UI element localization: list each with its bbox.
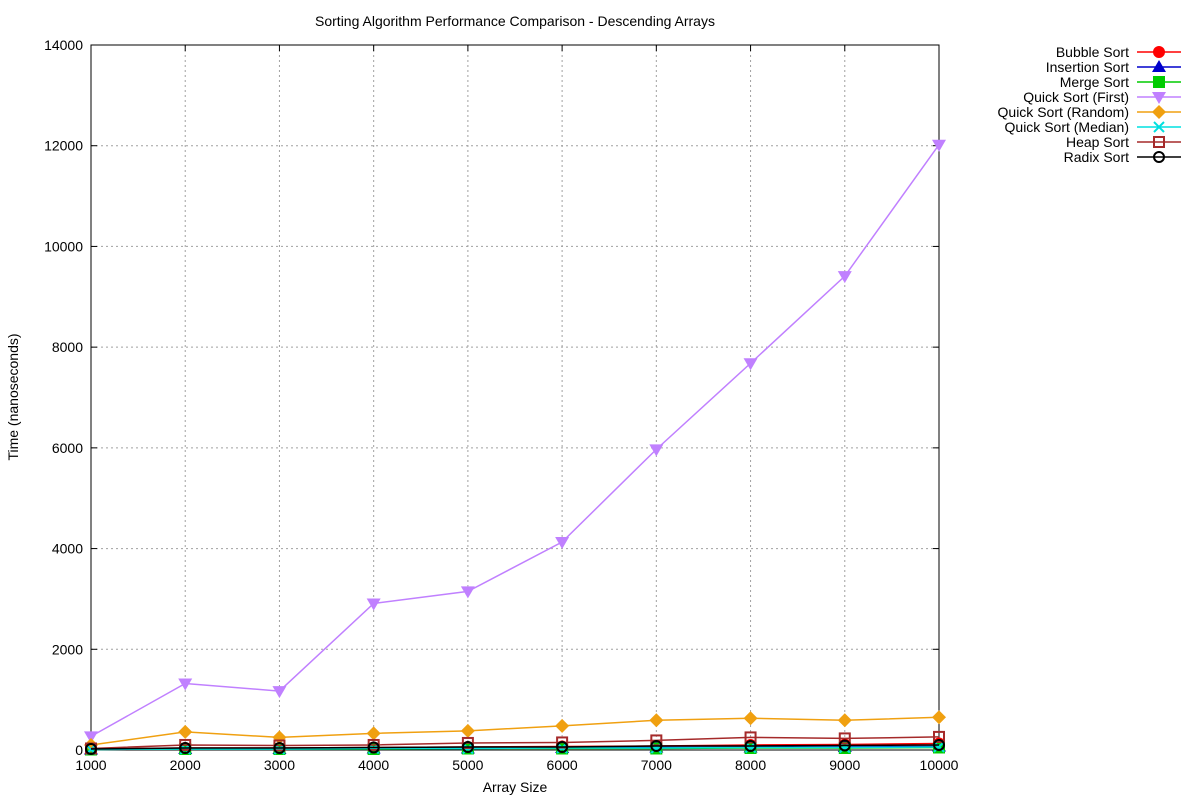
data-point: [272, 686, 287, 699]
x-tick-label: 2000: [170, 757, 201, 773]
legend-item-radix-sort: Radix Sort: [1064, 149, 1181, 165]
grid: [91, 45, 939, 750]
x-axis-title: Array Size: [483, 779, 548, 795]
data-point: [461, 740, 474, 753]
legend-item-bubble-sort: Bubble Sort: [1056, 44, 1181, 60]
x-tick-label: 8000: [735, 757, 766, 773]
data-point: [838, 732, 851, 745]
legend-label: Insertion Sort: [1046, 59, 1129, 75]
x-tick-label: 6000: [547, 757, 578, 773]
series-radix-sort: [85, 738, 945, 755]
legend-marker: [1152, 105, 1166, 119]
legend-marker: [1153, 151, 1165, 163]
data-point: [650, 739, 663, 752]
legend-marker: [1152, 60, 1166, 72]
legend-label: Heap Sort: [1066, 134, 1129, 150]
y-tick-label: 6000: [52, 440, 83, 456]
data-point: [932, 710, 946, 725]
data-point: [460, 723, 475, 738]
data-point: [178, 678, 193, 691]
legend-item-merge-sort: Merge Sort: [1060, 74, 1181, 90]
x-tick-label: 1000: [75, 757, 106, 773]
legend-label: Merge Sort: [1060, 74, 1129, 90]
data-point: [933, 738, 945, 751]
legend-label: Bubble Sort: [1056, 44, 1129, 60]
data-point: [460, 586, 475, 599]
series-quick-sort-first: [84, 139, 946, 744]
data-point: [367, 741, 380, 754]
y-tick-label: 8000: [52, 339, 83, 355]
data-point: [649, 713, 664, 728]
legend-marker: [1153, 76, 1165, 88]
data-point: [556, 740, 569, 753]
data-point: [179, 741, 192, 754]
legend-item-quick-sort-median: Quick Sort (Median): [1005, 119, 1181, 135]
legend-item-quick-sort-first: Quick Sort (First): [1023, 89, 1181, 105]
series-line: [90, 746, 940, 751]
y-axis-title: Time (nanoseconds): [5, 333, 21, 460]
data-point: [649, 444, 664, 457]
data-point: [933, 730, 945, 743]
x-tick-label: 3000: [264, 757, 295, 773]
x-tick-label: 7000: [641, 757, 672, 773]
y-tick-label: 4000: [52, 541, 83, 557]
chart-title: Sorting Algorithm Performance Comparison…: [315, 13, 715, 29]
data-point: [744, 739, 757, 752]
x-tick-label: 10000: [920, 757, 959, 773]
legend-label: Quick Sort (First): [1023, 89, 1129, 105]
legend-label: Quick Sort (Median): [1005, 119, 1129, 135]
legend-marker: [1153, 121, 1165, 133]
legend-marker: [1153, 136, 1165, 148]
data-point: [84, 731, 98, 744]
data-point: [743, 358, 758, 371]
legend-item-quick-sort-random: Quick Sort (Random): [998, 104, 1181, 120]
data-point: [461, 736, 474, 749]
y-tick-label: 2000: [52, 641, 83, 657]
y-tick-label: 10000: [44, 238, 83, 254]
series-line: [90, 744, 940, 750]
series-lines: [84, 139, 946, 756]
series-line: [90, 716, 940, 746]
data-point: [837, 271, 852, 284]
axis-ticks: 1000 2000 3000 4000 5000 6000 7000 8000 9000 1000…: [44, 37, 959, 773]
data-point: [273, 741, 286, 754]
legend-label: Quick Sort (Random): [998, 104, 1129, 120]
data-point: [743, 711, 758, 726]
x-tick-label: 4000: [358, 757, 389, 773]
series-line: [90, 144, 940, 738]
data-point: [366, 726, 381, 741]
legend-item-heap-sort: Heap Sort: [1066, 134, 1181, 150]
legend-marker: [1152, 92, 1166, 104]
y-tick-label: 14000: [44, 37, 83, 53]
series-line: [90, 736, 940, 750]
legend-item-insertion-sort: Insertion Sort: [1046, 59, 1181, 75]
data-point: [366, 598, 381, 611]
data-point: [744, 731, 757, 744]
y-tick-label: 12000: [44, 138, 83, 154]
data-point: [85, 742, 97, 755]
data-point: [555, 718, 570, 733]
y-tick-label: 0: [75, 742, 83, 758]
x-tick-label: 9000: [829, 757, 860, 773]
plot-frame: [90, 44, 940, 751]
legend-marker: [1153, 46, 1165, 58]
data-point: [932, 139, 946, 152]
data-point: [933, 741, 945, 753]
data-point: [178, 724, 193, 739]
data-point: [837, 713, 852, 728]
legend-label: Radix Sort: [1064, 149, 1129, 165]
x-tick-label: 5000: [452, 757, 483, 773]
data-point: [838, 739, 851, 752]
data-point: [555, 537, 570, 550]
